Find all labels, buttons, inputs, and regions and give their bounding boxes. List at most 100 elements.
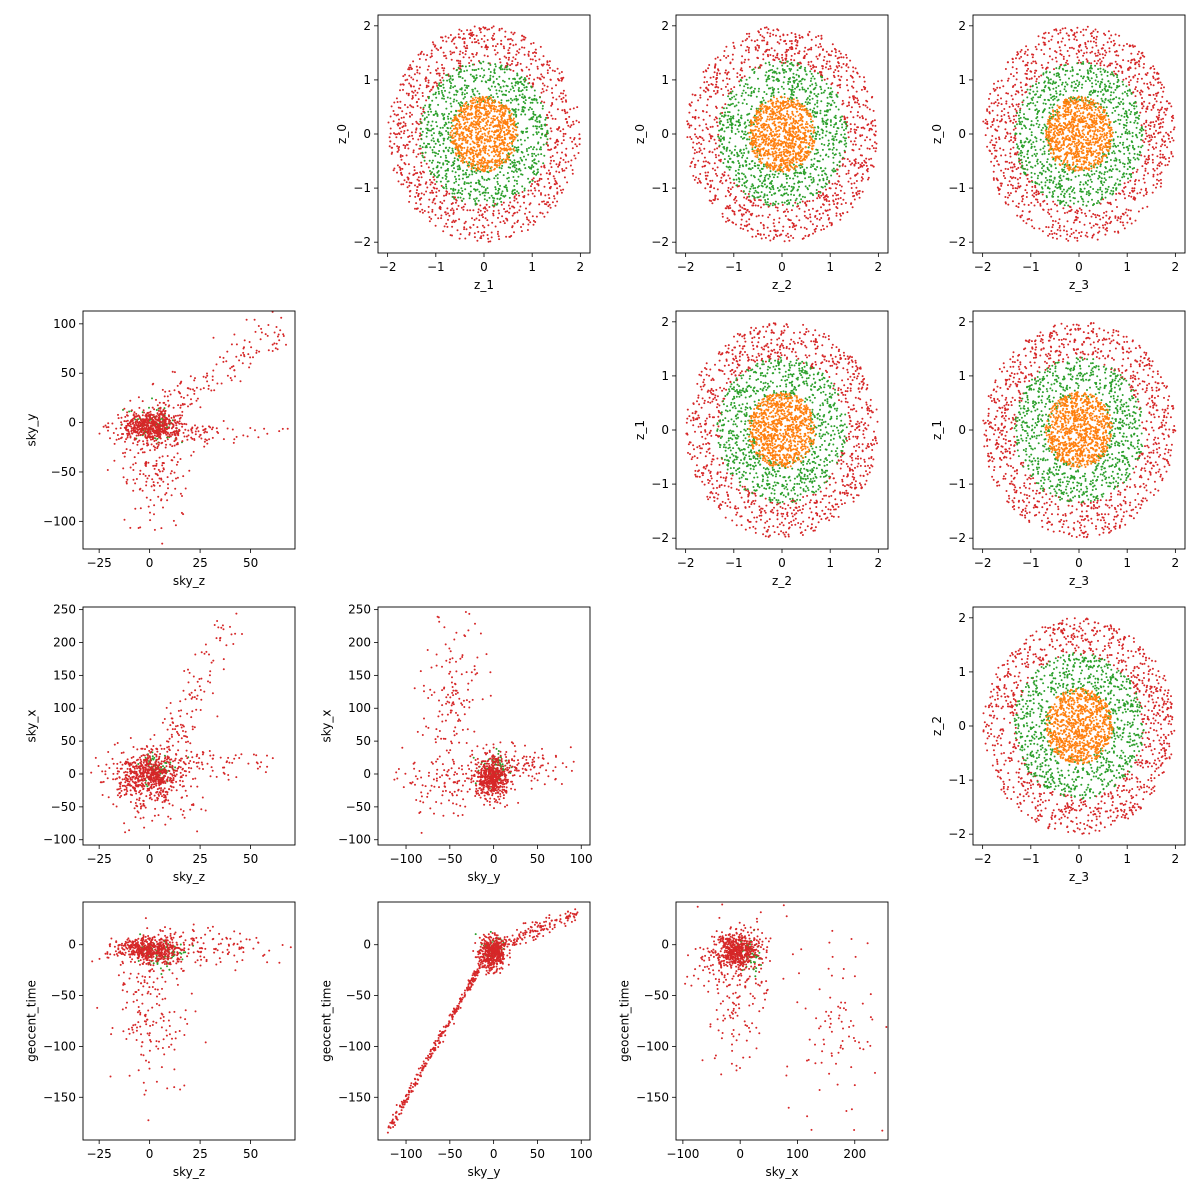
scatter-point bbox=[471, 68, 474, 71]
scatter-point bbox=[531, 58, 534, 61]
scatter-point bbox=[432, 167, 435, 170]
scatter-point bbox=[721, 212, 724, 215]
scatter-point bbox=[740, 62, 743, 65]
scatter-point bbox=[486, 219, 489, 222]
scatter-point bbox=[826, 102, 829, 105]
scatter-point bbox=[734, 197, 737, 200]
scatter-point bbox=[483, 170, 486, 173]
scatter-point bbox=[541, 64, 544, 67]
scatter-point bbox=[497, 124, 500, 127]
scatter-point bbox=[517, 146, 520, 149]
scatter-point bbox=[445, 156, 448, 159]
scatter-point bbox=[857, 103, 860, 106]
scatter-point bbox=[460, 187, 463, 190]
scatter-point bbox=[452, 37, 455, 40]
scatter-point bbox=[438, 189, 441, 192]
scatter-point bbox=[721, 182, 724, 185]
scatter-point bbox=[405, 143, 408, 146]
scatter-point bbox=[511, 60, 514, 63]
scatter-point bbox=[550, 130, 553, 133]
scatter-point bbox=[804, 66, 807, 69]
scatter-point bbox=[442, 95, 445, 98]
scatter-point bbox=[799, 166, 802, 169]
scatter-point bbox=[736, 72, 739, 75]
scatter-point bbox=[475, 99, 478, 102]
scatter-point bbox=[835, 105, 838, 108]
scatter-point bbox=[493, 107, 495, 110]
scatter-point bbox=[495, 105, 498, 108]
scatter-point bbox=[785, 200, 788, 202]
scatter-point bbox=[788, 46, 791, 49]
scatter-point bbox=[828, 208, 831, 211]
scatter-point bbox=[433, 113, 436, 116]
scatter-point bbox=[847, 101, 850, 104]
scatter-point bbox=[797, 205, 800, 207]
scatter-point bbox=[811, 120, 814, 123]
scatter-point bbox=[520, 68, 523, 71]
scatter-point bbox=[845, 63, 848, 66]
scatter-point bbox=[829, 108, 832, 111]
scatter-point bbox=[432, 186, 435, 189]
scatter-point bbox=[418, 72, 421, 75]
scatter-point bbox=[543, 84, 546, 87]
scatter-point bbox=[544, 123, 547, 126]
scatter-point bbox=[757, 204, 760, 207]
scatter-point bbox=[508, 196, 511, 199]
scatter-point bbox=[393, 142, 396, 145]
scatter-point bbox=[735, 178, 738, 181]
scatter-point bbox=[783, 201, 786, 204]
scatter-point bbox=[728, 177, 731, 180]
scatter-point bbox=[530, 189, 533, 192]
scatter-point bbox=[463, 111, 466, 114]
scatter-point bbox=[503, 80, 506, 83]
scatter-point bbox=[429, 173, 432, 176]
scatter-point bbox=[412, 151, 415, 154]
scatter-point bbox=[717, 133, 720, 136]
scatter-point bbox=[800, 65, 803, 68]
scatter-point bbox=[785, 70, 788, 73]
scatter-point bbox=[783, 192, 786, 195]
scatter-point bbox=[523, 139, 526, 142]
scatter-point bbox=[450, 152, 453, 155]
scatter-point bbox=[505, 184, 507, 187]
scatter-point bbox=[507, 176, 510, 179]
scatter-point bbox=[825, 200, 828, 202]
scatter-point bbox=[475, 52, 478, 54]
scatter-point bbox=[420, 133, 423, 136]
scatter-point bbox=[453, 181, 456, 184]
scatter-point bbox=[416, 105, 419, 107]
scatter-point bbox=[773, 236, 776, 239]
scatter-point bbox=[835, 122, 838, 124]
scatter-point bbox=[448, 80, 451, 83]
scatter-point bbox=[460, 152, 463, 155]
scatter-point bbox=[823, 78, 826, 81]
scatter-point bbox=[433, 146, 436, 149]
scatter-point bbox=[540, 124, 543, 126]
scatter-point bbox=[494, 118, 496, 121]
scatter-point bbox=[843, 118, 846, 121]
scatter-point bbox=[497, 189, 500, 192]
scatter-point bbox=[475, 74, 478, 77]
scatter-point bbox=[709, 186, 712, 189]
scatter-point bbox=[466, 209, 469, 212]
scatter-point bbox=[497, 230, 499, 233]
scatter-point bbox=[836, 172, 839, 175]
scatter-point bbox=[792, 72, 795, 75]
scatter-point bbox=[399, 169, 402, 171]
scatter-point bbox=[516, 190, 519, 193]
scatter-point bbox=[727, 174, 730, 177]
scatter-point bbox=[807, 146, 810, 149]
scatter-point bbox=[725, 56, 728, 59]
scatter-point bbox=[777, 91, 780, 94]
scatter-point bbox=[469, 29, 472, 32]
scatter-point bbox=[805, 166, 808, 169]
scatter-point bbox=[754, 143, 757, 146]
scatter-point bbox=[793, 91, 795, 93]
scatter-point bbox=[422, 108, 425, 111]
scatter-point bbox=[449, 87, 452, 90]
scatter-point bbox=[422, 106, 425, 109]
scatter-point bbox=[447, 136, 450, 139]
scatter-point bbox=[540, 100, 543, 103]
scatter-point bbox=[789, 199, 792, 201]
scatter-point bbox=[436, 115, 439, 117]
